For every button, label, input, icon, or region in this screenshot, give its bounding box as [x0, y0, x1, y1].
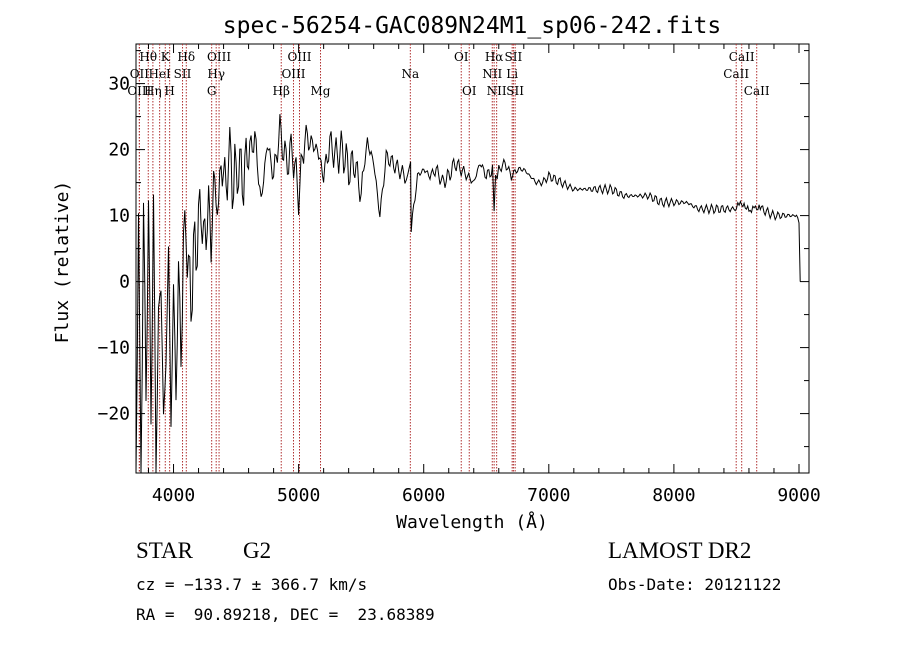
y-tick-label-5: 30: [108, 74, 130, 95]
marker-label-15: Mg: [311, 84, 331, 98]
object-class: STAR: [136, 538, 193, 563]
y-tick-label-2: 0: [119, 272, 130, 293]
chart-title: spec-56254-GAC089N24M1_sp06-242.fits: [223, 13, 722, 39]
x-tick-label-1: 5000: [277, 485, 320, 506]
x-tick-label-5: 9000: [777, 485, 820, 506]
emission-line-markers: [138, 44, 758, 473]
marker-label-25: CaII: [729, 50, 755, 64]
x-tick-label-3: 7000: [527, 485, 570, 506]
marker-label-21: NII: [487, 84, 507, 98]
marker-label-20: NII: [482, 67, 502, 81]
marker-label-13: OIII: [287, 50, 311, 64]
subclass: G2: [243, 538, 272, 563]
y-axis-label: Flux (relative): [52, 181, 73, 344]
marker-label-10: Hγ: [207, 67, 225, 81]
axes: 4000 5000 6000 7000 8000 9000 −20 −10 0 10 20 30: [97, 44, 821, 506]
redshift-line: cz = −133.7 ± 366.7 km/s: [136, 575, 368, 594]
y-tick-label-0: −20: [97, 404, 130, 425]
marker-label-0: Hθ: [139, 50, 157, 64]
marker-label-14: OIII: [281, 67, 305, 81]
x-tick-label-4: 8000: [652, 485, 695, 506]
marker-label-1: OII: [130, 67, 150, 81]
y-tick-label-1: −10: [97, 338, 130, 359]
y-tick-label-3: 10: [108, 206, 130, 227]
x-tick-label-2: 6000: [402, 485, 445, 506]
marker-label-11: G: [207, 84, 217, 98]
obs-date-line: Obs-Date: 20121122: [608, 575, 782, 594]
marker-label-9: OIII: [207, 50, 231, 64]
marker-label-23: Li: [506, 67, 518, 81]
marker-label-16: Na: [402, 67, 420, 81]
marker-label-27: CaII: [744, 84, 770, 98]
x-axis-label: Wavelength (Å): [396, 511, 548, 533]
marker-label-8: H: [164, 84, 174, 98]
marker-label-4: HeI: [148, 67, 171, 81]
marker-label-5: Hη: [144, 84, 162, 98]
marker-label-26: CaII: [723, 67, 749, 81]
marker-label-12: Hβ: [273, 84, 290, 98]
spectrum-line: [135, 114, 801, 474]
marker-label-6: Hδ: [177, 50, 195, 64]
marker-label-22: SII: [505, 50, 523, 64]
y-tick-label-4: 20: [108, 140, 130, 161]
marker-label-19: Hα: [485, 50, 504, 64]
x-tick-label-0: 4000: [152, 485, 195, 506]
marker-label-24: SII: [506, 84, 524, 98]
plot-frame: [135, 43, 810, 474]
survey-name: LAMOST DR2: [608, 538, 752, 563]
marker-label-2: OIII: [127, 84, 151, 98]
marker-label-17: OI: [454, 50, 469, 64]
marker-label-7: SII: [174, 67, 192, 81]
marker-label-18: OI: [462, 84, 477, 98]
marker-label-3: K: [161, 50, 171, 64]
radec-line: RA = 90.89218, DEC = 23.68389: [136, 605, 435, 624]
